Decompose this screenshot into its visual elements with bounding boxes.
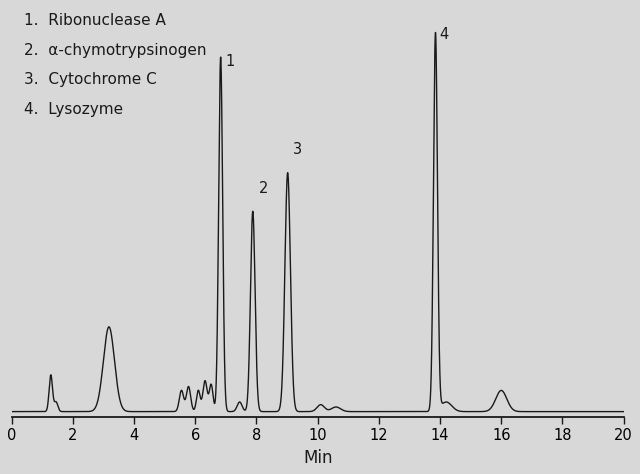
Text: 3.  Cytochrome C: 3. Cytochrome C	[24, 72, 157, 87]
Text: 2: 2	[259, 181, 268, 196]
X-axis label: Min: Min	[303, 449, 332, 467]
Text: 1: 1	[226, 54, 235, 69]
Text: 2.  α-chymotrypsinogen: 2. α-chymotrypsinogen	[24, 43, 206, 58]
Text: 1.  Ribonuclease A: 1. Ribonuclease A	[24, 13, 166, 28]
Text: 4: 4	[440, 27, 449, 42]
Text: 4.  Lysozyme: 4. Lysozyme	[24, 102, 123, 117]
Text: 3: 3	[293, 142, 302, 157]
